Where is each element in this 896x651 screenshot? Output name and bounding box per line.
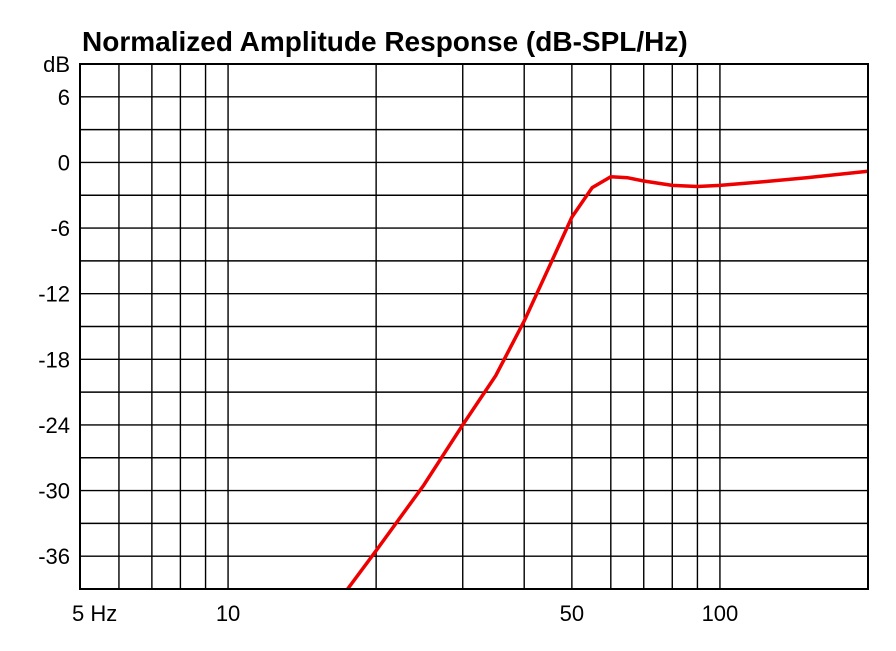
y-tick-label: dB [43,52,70,77]
y-tick-label: 0 [58,150,70,175]
plot-frame [79,63,869,590]
response-curve-line [345,169,868,589]
x-tick-label: 10 [216,601,240,626]
y-tick-label: -6 [50,216,70,241]
series-group [345,169,868,589]
y-tick-label: -30 [38,479,70,504]
x-axis-tick-labels: 5 Hz 10 50 100 [72,601,738,626]
x-tick-label: 5 Hz [72,601,117,626]
y-axis-tick-labels: 6 0 -6 -12 -18 -24 -30 -36 dB [38,52,70,569]
y-tick-label: 6 [58,85,70,110]
y-tick-label: -18 [38,347,70,372]
chart-title: Normalized Amplitude Response (dB-SPL/Hz… [82,26,688,57]
y-tick-label: -36 [38,544,70,569]
y-tick-label: -12 [38,282,70,307]
grid [80,64,868,589]
y-tick-label: -24 [38,413,70,438]
x-tick-label: 50 [560,601,584,626]
x-tick-label: 100 [702,601,739,626]
